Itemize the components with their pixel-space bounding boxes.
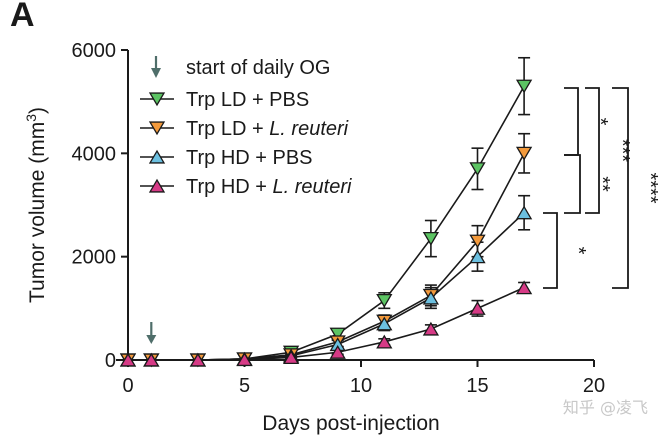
legend-marker <box>148 149 166 164</box>
data-point <box>143 352 160 367</box>
legend-entry-label: Trp HD + L. reuteri <box>186 176 352 198</box>
series-line <box>128 286 525 361</box>
data-point <box>329 327 346 342</box>
y-tick-label: 0 <box>105 350 116 372</box>
legend-marker <box>148 92 166 107</box>
data-point <box>515 79 533 94</box>
og-arrow-head <box>146 335 157 344</box>
significance-brackets: *********** <box>543 87 658 289</box>
down-arrow-icon-head <box>151 68 161 78</box>
data-point <box>422 290 440 305</box>
y-axis-label: Tumor volume (mm3) <box>23 107 49 303</box>
y-tick-label: 2000 <box>72 247 117 269</box>
data-point <box>469 162 486 177</box>
data-point <box>119 352 137 367</box>
data-point <box>422 321 440 336</box>
legend-og-label: start of daily OG <box>186 57 331 79</box>
significance-bracket <box>585 87 600 214</box>
significance-bracket <box>564 87 579 156</box>
significance-label: ** <box>591 176 613 192</box>
x-tick-label: 0 <box>122 375 133 397</box>
significance-label: *** <box>611 139 633 163</box>
data-point <box>422 231 440 246</box>
data-point <box>469 249 486 264</box>
y-tick-label: 4000 <box>72 143 117 165</box>
x-axis-label: Days post-injection <box>262 412 439 435</box>
data-point <box>515 205 533 220</box>
x-tick-label: 20 <box>583 375 605 397</box>
data-point <box>469 234 486 249</box>
data-point <box>376 293 393 308</box>
x-tick-label: 10 <box>350 375 372 397</box>
axes: 0 5 10 15 20 0 2000 4000 6000 Days post-injection… <box>23 40 605 435</box>
legend-entry-label: Trp HD + PBS <box>186 147 313 169</box>
y-tick-label: 6000 <box>72 40 117 62</box>
significance-bracket <box>612 87 629 289</box>
legend: start of daily OG Trp LD + PBS Trp LD + L.… <box>140 56 352 198</box>
significance-label: * <box>567 247 589 255</box>
significance-label: * <box>589 118 611 126</box>
data-point <box>329 345 346 359</box>
significance-bracket <box>543 212 558 289</box>
watermark: 知乎 @凌飞 <box>562 398 648 417</box>
data-point <box>282 350 300 365</box>
data-point <box>189 352 207 367</box>
data-point <box>515 146 533 161</box>
legend-entry-label: Trp LD + L. reuteri <box>186 118 349 140</box>
data-point <box>469 301 486 315</box>
significance-bracket <box>564 154 581 214</box>
legend-marker <box>148 121 166 136</box>
plot-area <box>119 56 533 368</box>
legend-entry-label: Trp LD + PBS <box>186 89 309 111</box>
panel-label: A <box>10 0 35 34</box>
x-tick-label: 5 <box>239 375 250 397</box>
legend-marker <box>148 178 166 193</box>
x-tick-label: 15 <box>466 375 488 397</box>
data-point <box>515 280 533 295</box>
data-point <box>376 316 393 331</box>
significance-label: **** <box>639 172 658 203</box>
data-point <box>376 334 393 349</box>
data-point <box>236 352 253 367</box>
